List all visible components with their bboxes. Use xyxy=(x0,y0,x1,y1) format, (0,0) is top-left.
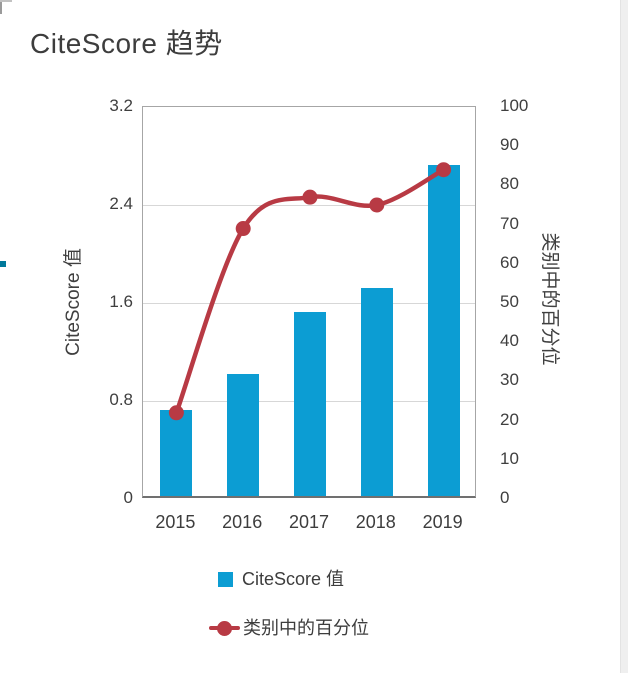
x-axis-label-2019: 2019 xyxy=(422,512,463,532)
right-axis-tick: 10 xyxy=(500,448,519,468)
left-edge-tab xyxy=(0,261,6,267)
left-axis-tick: 0.8 xyxy=(109,390,133,409)
citescore-bar-2016[interactable] xyxy=(227,373,260,496)
legend-item-citescore[interactable]: CiteScore 值 xyxy=(218,568,344,590)
line-series xyxy=(168,162,452,421)
right-axis-tick: 100 xyxy=(500,96,529,115)
right-axis-tick: 50 xyxy=(500,292,519,311)
page-title: CiteScore 趋势 xyxy=(30,28,223,59)
legend-item-percentile[interactable]: 类别中的百分位 xyxy=(209,617,369,639)
x-axis-label-2017: 2017 xyxy=(288,512,330,532)
right-axis-tick: 60 xyxy=(500,252,519,272)
left-axis-tick: 1.6 xyxy=(109,292,133,311)
percentile-line xyxy=(174,167,446,416)
right-axis-tick: 20 xyxy=(500,409,519,429)
right-axis-tick: 30 xyxy=(500,370,519,390)
left-axis-tick: 2.4 xyxy=(109,194,133,213)
panel-border-fragment xyxy=(0,0,12,2)
legend-label: 类别中的百分位 xyxy=(243,618,369,638)
percentile-point-2017[interactable] xyxy=(302,189,318,205)
panel-border-fragment xyxy=(0,0,2,14)
percentile-point-2016[interactable] xyxy=(235,221,251,237)
right-axis-tick: 70 xyxy=(500,213,519,233)
left-axis-title: CiteScore 值 xyxy=(63,248,84,356)
bar-swatch-icon xyxy=(218,571,233,587)
citescore-bar-2019[interactable] xyxy=(427,165,460,496)
right-axis-tick: 80 xyxy=(500,174,519,194)
gridline xyxy=(143,205,475,206)
x-axis-label-2015: 2015 xyxy=(155,512,196,532)
citescore-bar-2018[interactable] xyxy=(360,287,393,496)
gridline xyxy=(143,303,475,304)
percentile-point-2019[interactable] xyxy=(436,162,452,178)
citescore-bar-2015[interactable] xyxy=(160,410,193,496)
left-axis-tick: 0 xyxy=(123,488,133,507)
line-marker-icon xyxy=(209,620,240,636)
right-axis-title: 类别中的百分位 xyxy=(539,232,560,366)
right-axis-tick: 0 xyxy=(500,488,510,507)
page-background-strip xyxy=(620,0,628,673)
plot-area xyxy=(142,106,476,498)
right-axis-tick: 90 xyxy=(500,135,519,155)
percentile-point-2015[interactable] xyxy=(168,405,184,421)
x-axis-label-2018: 2018 xyxy=(355,512,396,532)
x-axis-label-2016: 2016 xyxy=(222,512,263,532)
left-axis-tick: 3.2 xyxy=(109,96,133,115)
citescore-bar-2017[interactable] xyxy=(294,312,326,496)
right-axis-tick: 40 xyxy=(500,331,519,351)
legend-label: CiteScore 值 xyxy=(242,569,345,589)
percentile-point-2018[interactable] xyxy=(369,197,385,213)
